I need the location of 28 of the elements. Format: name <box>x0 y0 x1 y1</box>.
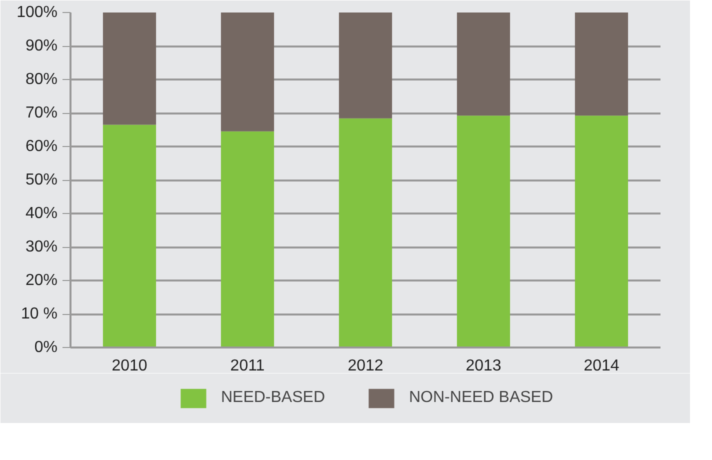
legend-label: NON-NEED BASED <box>409 389 554 407</box>
x-tick-label: 2014 <box>584 358 620 374</box>
y-tick-label: 30% <box>25 238 58 256</box>
y-tick-label: 20% <box>25 272 58 289</box>
legend-label: NEED-BASED <box>220 389 325 407</box>
y-tick-label: 50% <box>25 172 58 188</box>
x-tick-label: 2013 <box>466 358 502 374</box>
bar <box>574 12 628 116</box>
y-tick-label: 100% <box>16 4 58 21</box>
bar <box>220 12 274 132</box>
bar <box>102 124 156 348</box>
x-tick-label: 2010 <box>112 358 148 374</box>
bar <box>456 12 510 116</box>
y-tick-label: 10 % <box>21 306 58 322</box>
bar <box>456 116 510 348</box>
y-tick-label: 40% <box>25 205 58 222</box>
y-tick-label: 0% <box>34 339 58 356</box>
bar <box>338 118 392 348</box>
bar <box>338 12 392 118</box>
y-tick-label: 80% <box>25 71 58 88</box>
y-tick-label: 90% <box>25 38 58 54</box>
y-tick-label: 70% <box>25 104 58 122</box>
bar <box>102 12 156 125</box>
x-tick-label: 2012 <box>348 358 384 374</box>
bar <box>574 116 628 348</box>
bar <box>220 131 274 348</box>
y-tick-label: 60% <box>25 138 58 155</box>
x-tick-label: 2011 <box>230 358 265 374</box>
